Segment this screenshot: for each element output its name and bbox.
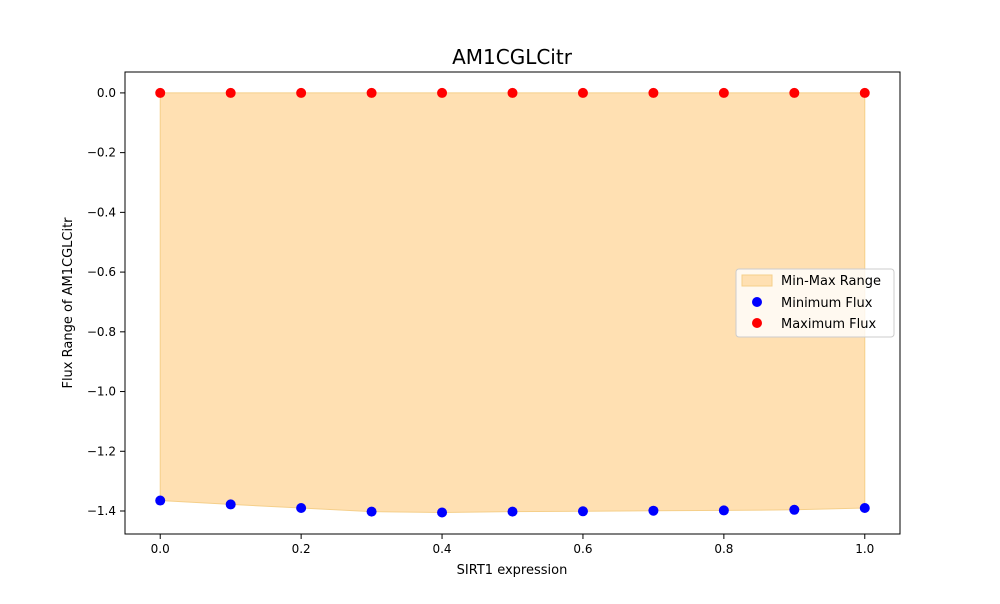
- x-tick-label: 0.4: [432, 542, 451, 556]
- x-tick-label: 1.0: [855, 542, 874, 556]
- minimum-flux-point: [507, 506, 518, 517]
- maximum-flux-point: [366, 87, 377, 98]
- legend-marker-minimum-flux: [752, 297, 762, 307]
- y-tick-label: −0.4: [87, 205, 116, 219]
- minimum-flux-point: [225, 499, 236, 510]
- y-tick-label: −1.2: [87, 444, 116, 458]
- minimum-flux-point: [718, 505, 729, 516]
- y-axis-label: Flux Range of AM1CGLCitr: [61, 217, 76, 389]
- y-tick-label: −0.8: [87, 325, 116, 339]
- y-tick-label: −0.2: [87, 146, 116, 160]
- maximum-flux-point: [225, 87, 236, 98]
- minimum-flux-point: [366, 506, 377, 517]
- y-tick-label: −0.6: [87, 265, 116, 279]
- legend-label-maximum-flux: Maximum Flux: [781, 317, 877, 332]
- maximum-flux-point: [789, 87, 800, 98]
- minimum-flux-point: [437, 507, 448, 518]
- x-axis-label: SIRT1 expression: [457, 563, 568, 578]
- maximum-flux-point: [859, 87, 870, 98]
- legend-box: [735, 268, 895, 338]
- legend: Min-Max Range Minimum Flux Maximum Flux: [735, 268, 895, 338]
- x-tick-label: 0.0: [151, 542, 170, 556]
- minimum-flux-point: [577, 506, 588, 517]
- minimum-flux-series: [155, 495, 870, 518]
- axes-frame: [124, 71, 901, 535]
- legend-label-min-max-range: Min-Max Range: [781, 274, 881, 289]
- x-tick-label: 0.2: [292, 542, 311, 556]
- x-tick-label: 0.8: [714, 542, 733, 556]
- legend-swatch-min-max-range: [741, 274, 773, 287]
- maximum-flux-point: [507, 87, 518, 98]
- maximum-flux-point: [155, 87, 166, 98]
- minimum-flux-point: [155, 495, 166, 506]
- minimum-flux-point: [648, 505, 659, 516]
- y-tick-label: 0.0: [97, 86, 116, 100]
- maximum-flux-point: [437, 87, 448, 98]
- maximum-flux-point: [718, 87, 729, 98]
- x-axis-ticks: 0.0 0.2 0.4 0.6 0.8 1.0: [151, 534, 874, 556]
- y-tick-label: −1.0: [87, 385, 116, 399]
- y-tick-label: −1.4: [87, 504, 116, 518]
- minimum-flux-point: [296, 503, 307, 514]
- chart-title: AM1CGLCitr: [452, 45, 573, 69]
- legend-label-minimum-flux: Minimum Flux: [781, 296, 873, 311]
- maximum-flux-point: [577, 87, 588, 98]
- y-axis-ticks: 0.0 −0.2 −0.4 −0.6 −0.8 −1.0 −1.2 −1.4: [87, 86, 125, 518]
- legend-marker-maximum-flux: [752, 318, 762, 328]
- x-tick-label: 0.6: [573, 542, 592, 556]
- maximum-flux-point: [648, 87, 659, 98]
- minimum-flux-point: [789, 504, 800, 515]
- minimum-flux-point: [859, 503, 870, 514]
- maximum-flux-point: [296, 87, 307, 98]
- maximum-flux-series: [155, 87, 870, 98]
